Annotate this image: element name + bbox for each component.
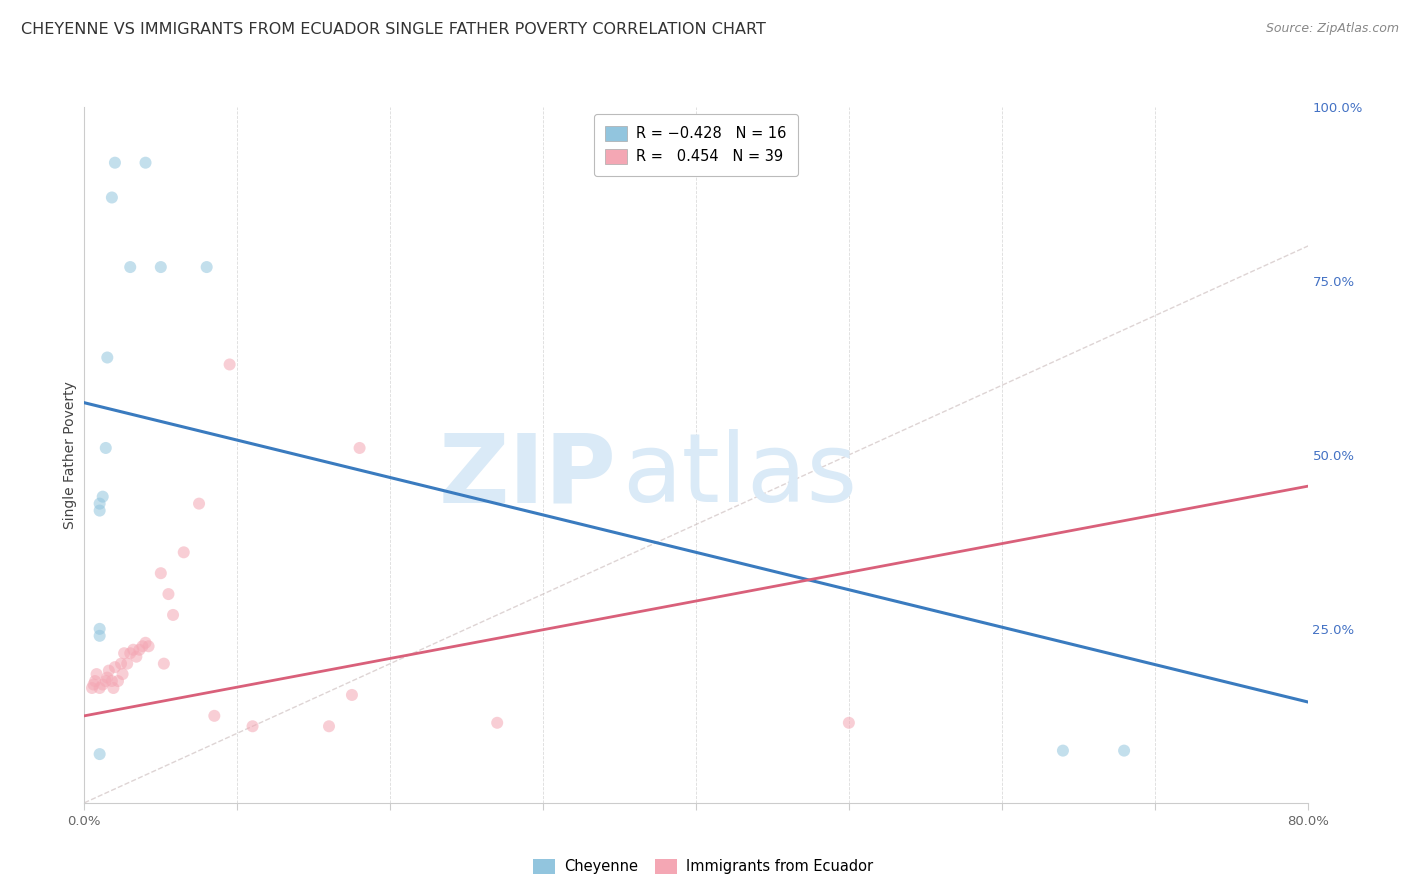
Point [101, 674, 124, 689]
Point [101, 190, 124, 204]
Point [131, 639, 153, 653]
Point [135, 636, 157, 650]
Point [111, 667, 134, 681]
Point [153, 657, 176, 671]
Point [149, 260, 172, 274]
Point [89, 497, 111, 511]
Point [110, 657, 132, 671]
Point [120, 260, 142, 274]
Point [115, 657, 138, 671]
Point [103, 681, 125, 695]
Point [86, 667, 108, 681]
Point [91, 677, 114, 691]
Point [202, 708, 225, 723]
Point [162, 607, 184, 622]
Point [83, 677, 105, 691]
Text: Source: ZipAtlas.com: Source: ZipAtlas.com [1265, 22, 1399, 36]
Point [318, 719, 340, 733]
Point [486, 715, 509, 730]
Point [218, 358, 240, 372]
Point [1052, 744, 1074, 758]
Y-axis label: Single Father Poverty: Single Father Poverty [63, 381, 77, 529]
Point [96, 671, 118, 685]
Point [149, 566, 172, 581]
Legend: R = −0.428   N = 16, R =   0.454   N = 39: R = −0.428 N = 16, R = 0.454 N = 39 [593, 114, 799, 176]
Point [838, 715, 860, 730]
Point [1114, 744, 1136, 758]
Point [138, 639, 160, 653]
Point [135, 155, 157, 169]
Point [173, 545, 195, 559]
Point [94, 441, 117, 455]
Point [89, 622, 111, 636]
Point [125, 649, 148, 664]
Point [104, 660, 127, 674]
Point [349, 441, 371, 455]
Text: CHEYENNE VS IMMIGRANTS FROM ECUADOR SINGLE FATHER POVERTY CORRELATION CHART: CHEYENNE VS IMMIGRANTS FROM ECUADOR SING… [21, 22, 766, 37]
Point [107, 674, 129, 689]
Point [340, 688, 363, 702]
Point [80, 681, 103, 695]
Point [112, 646, 135, 660]
Point [122, 642, 145, 657]
Point [128, 642, 150, 657]
Point [242, 719, 264, 733]
Point [89, 681, 111, 695]
Point [89, 503, 111, 517]
Point [97, 664, 120, 678]
Point [91, 490, 114, 504]
Point [104, 155, 127, 169]
Legend: Cheyenne, Immigrants from Ecuador: Cheyenne, Immigrants from Ecuador [527, 853, 879, 880]
Point [84, 674, 107, 689]
Point [120, 646, 142, 660]
Text: ZIP: ZIP [439, 429, 616, 523]
Point [195, 260, 218, 274]
Point [157, 587, 180, 601]
Point [96, 351, 118, 365]
Text: atlas: atlas [623, 429, 858, 523]
Point [188, 497, 211, 511]
Point [89, 629, 111, 643]
Point [89, 747, 111, 761]
Point [94, 674, 117, 689]
